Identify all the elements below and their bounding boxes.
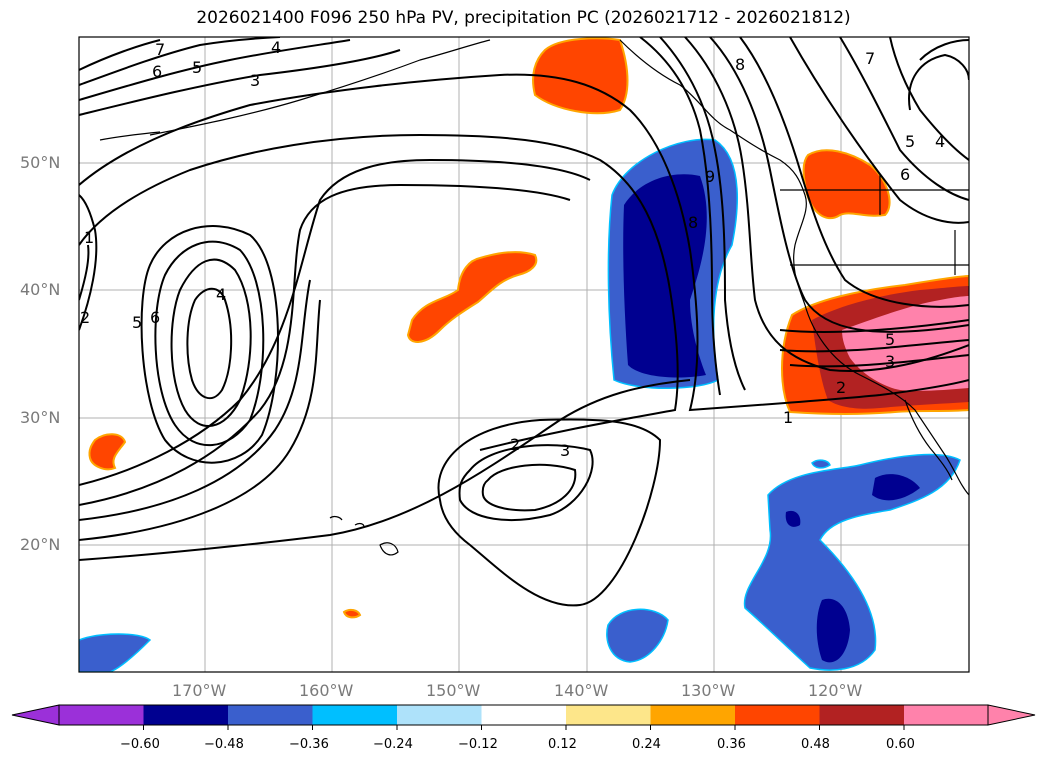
colorbar-tick-label: −0.36 [289, 737, 329, 752]
lon-label-130w: 130°W [681, 681, 736, 700]
contour-label: 8 [735, 55, 745, 74]
contour-label: 6 [152, 62, 162, 81]
lon-label-160w: 160°W [299, 681, 354, 700]
colorbar-segment [228, 705, 313, 725]
contour-label: 5 [905, 132, 915, 151]
contour-label: 5 [132, 313, 142, 332]
map-title: 2026021400 F096 250 hPa PV, precipitatio… [196, 8, 851, 28]
colorbar-tick-label: 0.48 [801, 737, 830, 752]
positive-precip-region-w [88, 433, 127, 471]
colorbar-segment [650, 705, 735, 725]
contour-labels: 7 6 5 4 3 1 2 5 6 4 2 3 9 8 8 7 5 4 6 5 … [80, 38, 945, 460]
colorbar-segment [312, 705, 397, 725]
colorbar-tick-label: 0.24 [632, 737, 661, 752]
contour-label: 3 [560, 441, 570, 460]
contour-label: 2 [80, 308, 90, 327]
colorbar-tick-label: 0.60 [886, 737, 915, 752]
lat-label-50n: 50°N [20, 153, 61, 172]
strong-negative-core-se [816, 598, 850, 663]
colorbar-tick-label: −0.12 [458, 737, 498, 752]
coastlines [99, 39, 969, 556]
colorbar-segment [819, 705, 904, 725]
negative-precip-region-sw [79, 633, 152, 672]
colorbar [11, 704, 1036, 730]
positive-precip-region-central [406, 251, 538, 343]
colorbar-extend-low [11, 704, 60, 726]
lat-label-40n: 40°N [20, 280, 61, 299]
map-area: 7 6 5 4 3 1 2 5 6 4 2 3 9 8 8 7 5 4 6 5 … [79, 37, 969, 672]
contour-label: 7 [865, 49, 875, 68]
contour-label: 5 [885, 330, 895, 349]
colorbar-tick-label: 0.36 [717, 737, 746, 752]
colorbar-segment [904, 705, 988, 725]
contour-label: 1 [783, 408, 793, 427]
positive-precip-region-n [532, 37, 629, 115]
contour-label: 1 [84, 228, 94, 247]
contour-label: 9 [705, 167, 715, 186]
contour-label: 5 [192, 58, 202, 77]
colorbar-segment [481, 705, 566, 725]
map-frame [78, 36, 970, 673]
lon-label-120w: 120°W [808, 681, 863, 700]
colorbar-segment [59, 705, 144, 725]
lon-label-150w: 150°W [426, 681, 481, 700]
colorbar-segment [735, 705, 820, 725]
colorbar-tick-label: −0.48 [204, 737, 244, 752]
contour-label: 4 [271, 38, 281, 57]
contour-label: 2 [510, 435, 520, 454]
contour-label: 6 [900, 165, 910, 184]
colorbar-tick-label: −0.24 [373, 737, 413, 752]
lat-label-30n: 30°N [20, 408, 61, 427]
contour-label: 4 [216, 285, 226, 304]
contour-label: 3 [250, 71, 260, 90]
contour-label: 7 [155, 40, 165, 59]
colorbar-tick-label: −0.60 [120, 737, 160, 752]
contour-label: 6 [150, 308, 160, 327]
contour-label: 8 [688, 213, 698, 232]
colorbar-tick-label: 0.12 [548, 737, 577, 752]
contour-label: 3 [885, 352, 895, 371]
colorbar-segment [397, 705, 482, 725]
colorbar-segment [143, 705, 228, 725]
very-strong-positive-core [842, 296, 969, 391]
colorbar-extend-high [987, 704, 1036, 726]
colorbar-segment [566, 705, 651, 725]
negative-precip-region-s [606, 608, 669, 663]
negative-precip-region-se [743, 453, 961, 671]
lon-label-170w: 170°W [172, 681, 227, 700]
contour-label: 2 [836, 378, 846, 397]
pv-contours [79, 37, 969, 607]
contour-label: 4 [935, 132, 945, 151]
lon-label-140w: 140°W [554, 681, 609, 700]
lat-label-20n: 20°N [20, 535, 61, 554]
